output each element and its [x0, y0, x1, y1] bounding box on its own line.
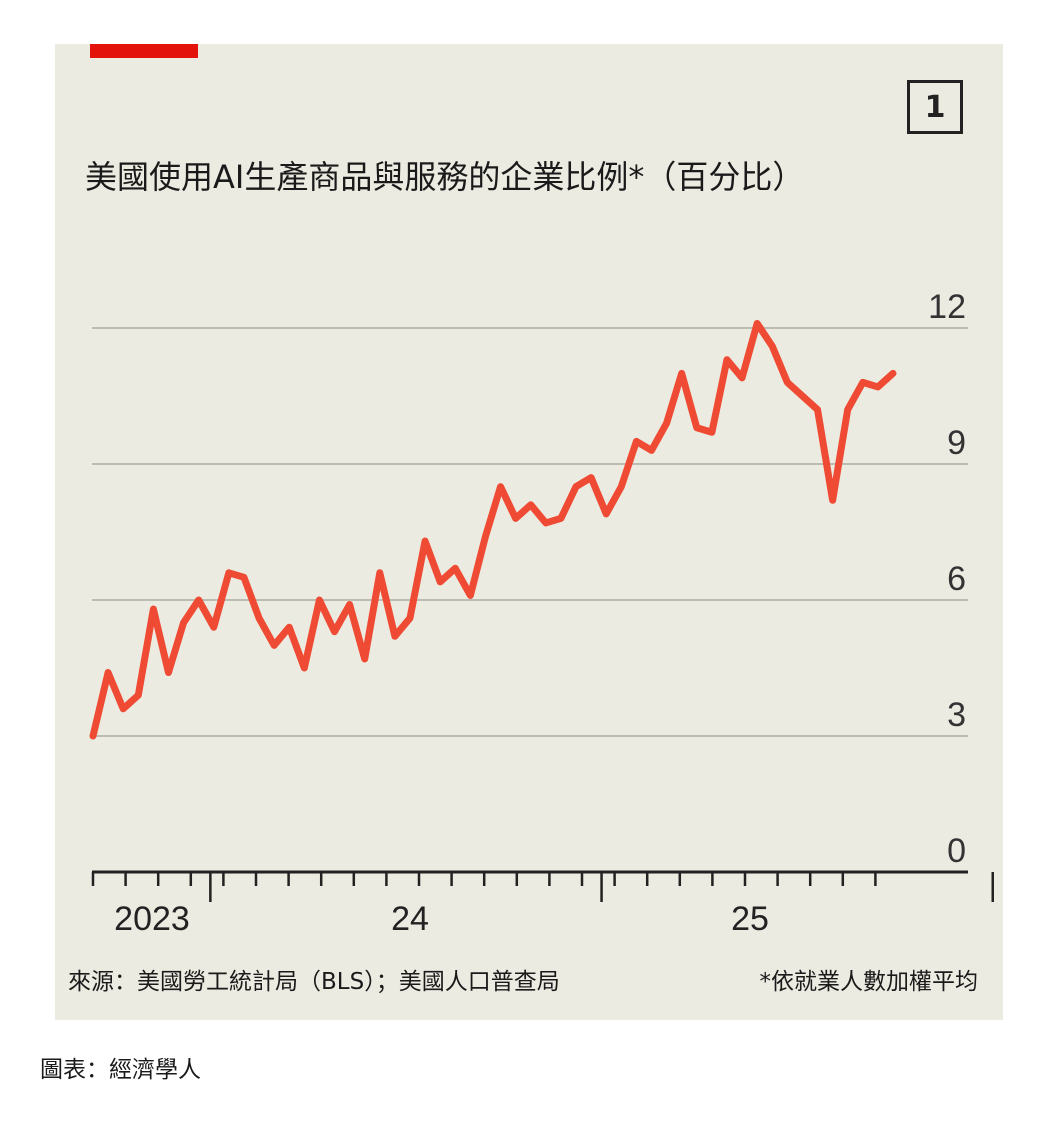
y-tick-label: 9: [947, 424, 966, 462]
chart-number-badge: 1: [907, 80, 963, 134]
chart-panel: [55, 44, 1003, 1020]
x-tick-label: 24: [391, 900, 429, 938]
footnote: *依就業人數加權平均: [759, 969, 979, 995]
x-tick-label: 2023: [114, 900, 190, 938]
y-tick-label: 0: [947, 832, 966, 870]
series-line: [89, 319, 897, 740]
y-tick-label: 12: [928, 288, 966, 326]
chart-credit: 圖表：經濟學人: [40, 1057, 201, 1083]
y-tick-label: 3: [947, 696, 966, 734]
chart-title: 美國使用AI生產商品與服務的企業比例*（百分比）: [85, 158, 805, 196]
x-tick-label: 25: [731, 900, 769, 938]
y-tick-label: 6: [947, 560, 966, 598]
accent-bar: [90, 44, 198, 58]
source-note: 來源：美國勞工統計局（BLS）；美國人口普查局: [68, 969, 560, 995]
